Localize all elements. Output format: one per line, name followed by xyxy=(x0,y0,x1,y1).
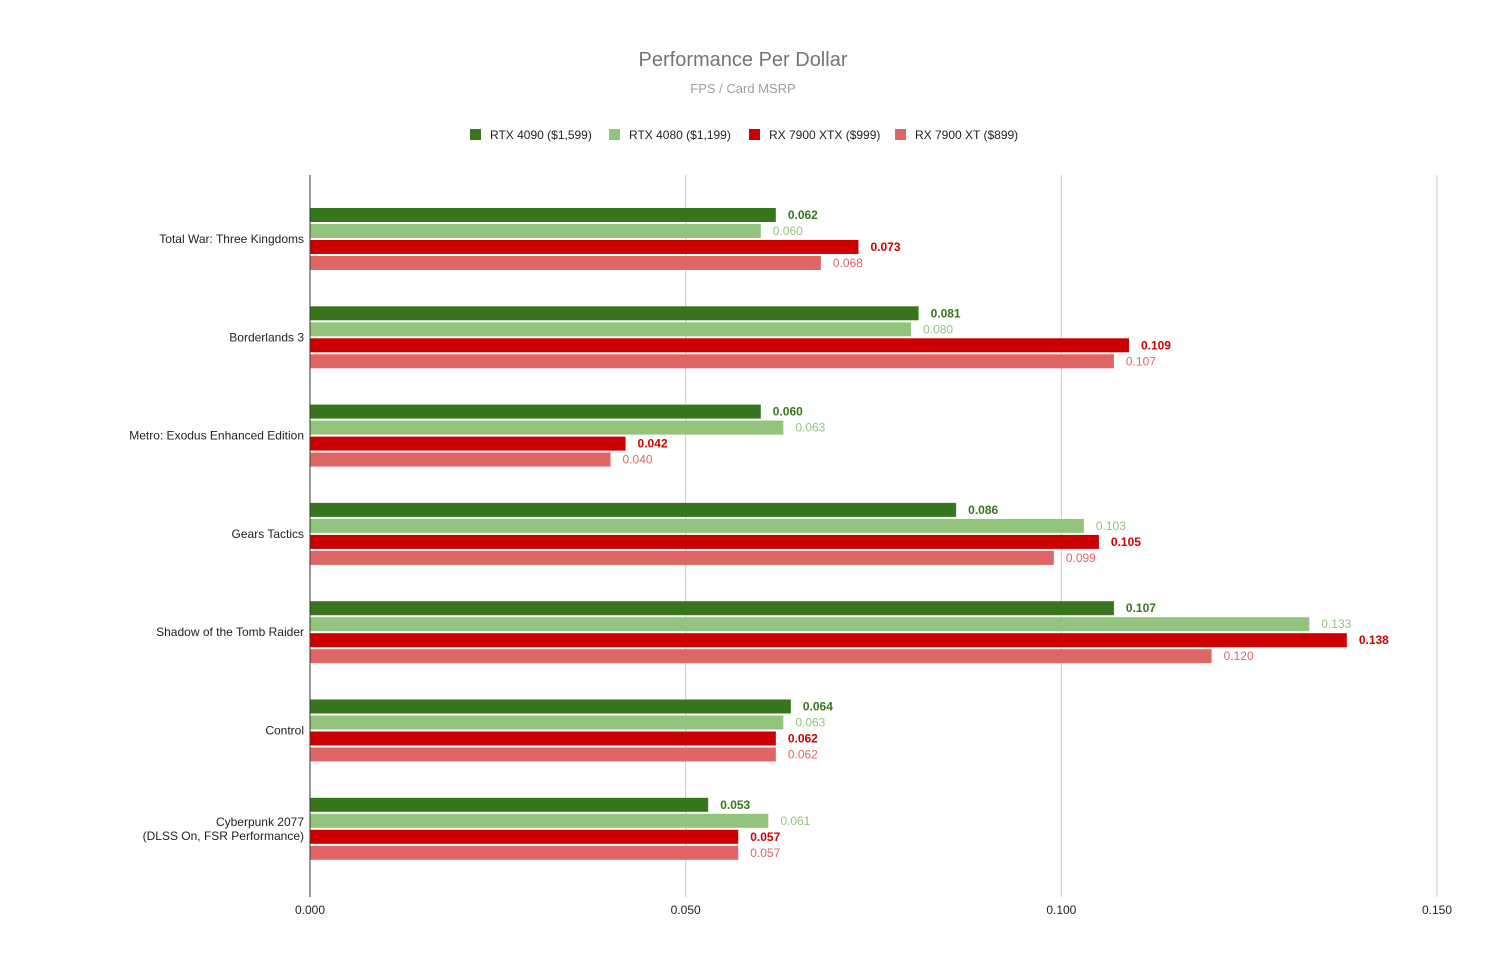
category-label: Shadow of the Tomb Raider xyxy=(156,625,304,639)
x-tick-label: 0.050 xyxy=(671,903,701,917)
bar xyxy=(310,747,776,762)
bar xyxy=(310,699,791,714)
data-label: 0.062 xyxy=(788,208,818,222)
bar xyxy=(310,845,739,860)
chart-category-labels: Total War: Three Kingdoms Borderlands 3 Me… xyxy=(129,232,304,843)
legend-label: RX 7900 XT ($899) xyxy=(915,128,1018,142)
data-label: 0.057 xyxy=(750,830,780,844)
data-label: 0.061 xyxy=(780,814,810,828)
bar xyxy=(310,224,761,238)
data-label: 0.107 xyxy=(1126,601,1156,615)
x-tick-label: 0.000 xyxy=(295,903,325,917)
legend-item: RX 7900 XTX ($999) xyxy=(749,128,880,142)
bar xyxy=(310,731,776,746)
chart-title: Performance Per Dollar xyxy=(639,49,848,71)
data-label: 0.099 xyxy=(1066,551,1096,565)
data-label: 0.133 xyxy=(1321,617,1351,631)
legend-item: RTX 4080 ($1,199) xyxy=(609,128,731,142)
bar xyxy=(310,829,739,844)
category-label: Cyberpunk 2077 (DLSS On, FSR Performance) xyxy=(143,815,305,843)
data-label: 0.103 xyxy=(1096,519,1126,533)
bar xyxy=(310,601,1114,616)
bar xyxy=(310,649,1212,664)
data-label: 0.057 xyxy=(750,846,780,860)
data-label: 0.109 xyxy=(1141,338,1171,352)
chart-data-labels: 0.062 0.060 0.073 0.068 0.081 0.080 0.109 0.107… xyxy=(623,208,1390,860)
legend-item: RTX 4090 ($1,599) xyxy=(470,128,592,142)
bar xyxy=(310,338,1129,353)
data-label: 0.042 xyxy=(638,437,668,451)
category-label: Total War: Three Kingdoms xyxy=(159,232,304,246)
data-label: 0.080 xyxy=(923,322,953,336)
bar xyxy=(310,715,784,730)
data-label: 0.040 xyxy=(623,453,653,467)
chart-legend: RTX 4090 ($1,599) RTX 4080 ($1,199) RX 790… xyxy=(470,128,1018,142)
bar xyxy=(310,617,1310,632)
data-label: 0.062 xyxy=(788,748,818,762)
data-label: 0.086 xyxy=(968,503,998,517)
bar xyxy=(310,518,1084,533)
data-label: 0.062 xyxy=(788,732,818,746)
bar xyxy=(310,813,769,828)
data-label: 0.060 xyxy=(773,405,803,419)
bar xyxy=(310,256,821,270)
chart-subtitle: FPS / Card MSRP xyxy=(690,81,795,96)
bar xyxy=(310,404,761,419)
legend-label: RTX 4080 ($1,199) xyxy=(629,128,731,142)
legend-label: RX 7900 XTX ($999) xyxy=(769,128,880,142)
data-label: 0.107 xyxy=(1126,354,1156,368)
legend-swatch xyxy=(470,129,481,140)
data-label: 0.053 xyxy=(720,798,750,812)
legend-swatch xyxy=(895,129,906,140)
bar xyxy=(310,502,957,517)
data-label: 0.081 xyxy=(931,306,961,320)
bar xyxy=(310,534,1099,549)
data-label: 0.138 xyxy=(1359,633,1389,647)
bar xyxy=(310,633,1347,648)
bar xyxy=(310,208,776,222)
chart-bars xyxy=(310,208,1347,860)
bar xyxy=(310,797,709,812)
chart-x-tick-labels: 0.000 0.050 0.100 0.150 xyxy=(295,903,1452,917)
category-label: Metro: Exodus Enhanced Edition xyxy=(129,429,304,443)
data-label: 0.063 xyxy=(795,716,825,730)
x-tick-label: 0.100 xyxy=(1046,903,1076,917)
category-label: Borderlands 3 xyxy=(229,330,304,344)
data-label: 0.060 xyxy=(773,224,803,238)
x-tick-label: 0.150 xyxy=(1422,903,1452,917)
bar xyxy=(310,354,1114,369)
data-label: 0.073 xyxy=(870,240,900,254)
data-label: 0.064 xyxy=(803,700,833,714)
data-label: 0.063 xyxy=(795,421,825,435)
bar xyxy=(310,436,626,451)
bar xyxy=(310,550,1054,565)
legend-item: RX 7900 XT ($899) xyxy=(895,128,1018,142)
bar xyxy=(310,240,859,254)
legend-swatch xyxy=(609,129,620,140)
data-label: 0.068 xyxy=(833,256,863,270)
data-label: 0.105 xyxy=(1111,535,1141,549)
bar xyxy=(310,322,912,337)
category-label: Gears Tactics xyxy=(232,527,304,541)
bar xyxy=(310,452,611,467)
category-label: Control xyxy=(265,724,304,738)
legend-label: RTX 4090 ($1,599) xyxy=(490,128,592,142)
bar xyxy=(310,306,919,321)
legend-swatch xyxy=(749,129,760,140)
bar xyxy=(310,420,784,435)
data-label: 0.120 xyxy=(1224,649,1254,663)
